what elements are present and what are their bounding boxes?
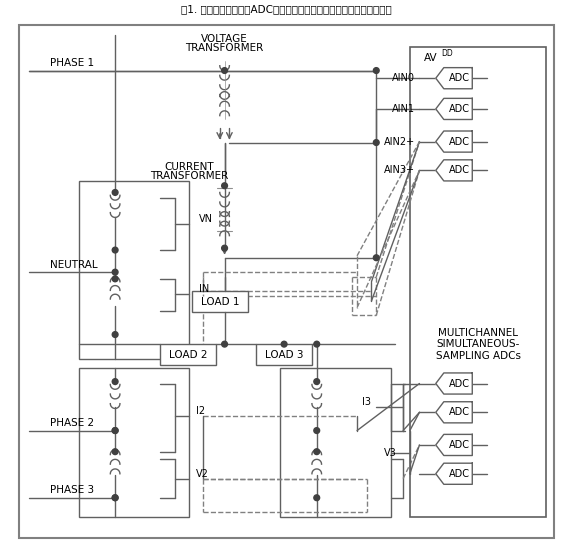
Text: ADC: ADC	[449, 136, 470, 146]
Text: NEUTRAL: NEUTRAL	[50, 260, 97, 270]
Circle shape	[112, 276, 118, 282]
Circle shape	[222, 67, 227, 73]
Text: I2: I2	[196, 407, 205, 416]
Polygon shape	[436, 131, 472, 152]
Circle shape	[112, 495, 118, 501]
Circle shape	[314, 341, 320, 347]
Text: TRANSFORMER: TRANSFORMER	[150, 171, 228, 181]
Circle shape	[222, 341, 227, 347]
Text: VOLTAGE: VOLTAGE	[201, 34, 248, 44]
Bar	[280, 368, 391, 517]
Circle shape	[112, 269, 118, 275]
Bar	[79, 368, 189, 517]
Polygon shape	[436, 373, 472, 394]
Polygon shape	[436, 67, 472, 89]
Polygon shape	[436, 160, 472, 181]
Text: AIN0: AIN0	[392, 73, 415, 83]
Bar	[256, 344, 312, 366]
Circle shape	[112, 449, 118, 454]
Text: PHASE 2: PHASE 2	[50, 418, 94, 428]
Circle shape	[314, 495, 320, 501]
Bar	[79, 181, 189, 358]
Circle shape	[374, 255, 379, 261]
Circle shape	[112, 190, 118, 195]
Polygon shape	[436, 99, 472, 119]
Text: AIN1: AIN1	[392, 104, 415, 114]
Text: IN: IN	[199, 284, 209, 294]
Text: ADC: ADC	[449, 379, 470, 389]
Text: I3: I3	[363, 397, 371, 407]
Text: ADC: ADC	[449, 440, 470, 450]
Text: MULTICHANNEL
SIMULTANEOUS-
SAMPLING ADCs: MULTICHANNEL SIMULTANEOUS- SAMPLING ADCs	[435, 328, 520, 361]
Text: AIN2+: AIN2+	[383, 136, 415, 146]
Circle shape	[112, 247, 118, 253]
Polygon shape	[436, 435, 472, 455]
Circle shape	[112, 427, 118, 433]
Text: LOAD 2: LOAD 2	[169, 350, 207, 359]
Text: ADC: ADC	[449, 407, 470, 418]
Circle shape	[112, 332, 118, 338]
Text: V3: V3	[384, 448, 397, 458]
Text: DD: DD	[442, 49, 453, 58]
Text: V2: V2	[196, 469, 209, 479]
Bar	[192, 292, 248, 312]
Text: ADC: ADC	[449, 73, 470, 83]
Text: ADC: ADC	[449, 469, 470, 479]
Circle shape	[222, 183, 227, 189]
Text: PHASE 3: PHASE 3	[50, 485, 94, 495]
Text: AV: AV	[424, 53, 438, 63]
Text: LOAD 1: LOAD 1	[201, 297, 239, 307]
Text: ADC: ADC	[449, 165, 470, 175]
Circle shape	[314, 427, 320, 433]
Text: PHASE 1: PHASE 1	[50, 58, 94, 68]
Title: 図1. 同時サンプリングADCを利用した送配電網監視アプリケーション: 図1. 同時サンプリングADCを利用した送配電網監視アプリケーション	[181, 4, 392, 14]
Polygon shape	[436, 463, 472, 484]
Circle shape	[314, 379, 320, 385]
Text: CURRENT: CURRENT	[164, 162, 214, 172]
Circle shape	[112, 379, 118, 385]
Text: VN: VN	[199, 214, 213, 224]
Circle shape	[314, 449, 320, 454]
Text: ADC: ADC	[449, 104, 470, 114]
Polygon shape	[436, 402, 472, 423]
Circle shape	[112, 427, 118, 433]
Circle shape	[112, 495, 118, 501]
Text: TRANSFORMER: TRANSFORMER	[186, 43, 264, 54]
Text: AIN3+: AIN3+	[384, 165, 415, 175]
Circle shape	[374, 140, 379, 145]
Text: LOAD 3: LOAD 3	[265, 350, 303, 359]
Bar	[410, 47, 546, 517]
Circle shape	[374, 67, 379, 73]
Circle shape	[281, 341, 287, 347]
Circle shape	[222, 246, 227, 251]
Bar	[160, 344, 216, 366]
